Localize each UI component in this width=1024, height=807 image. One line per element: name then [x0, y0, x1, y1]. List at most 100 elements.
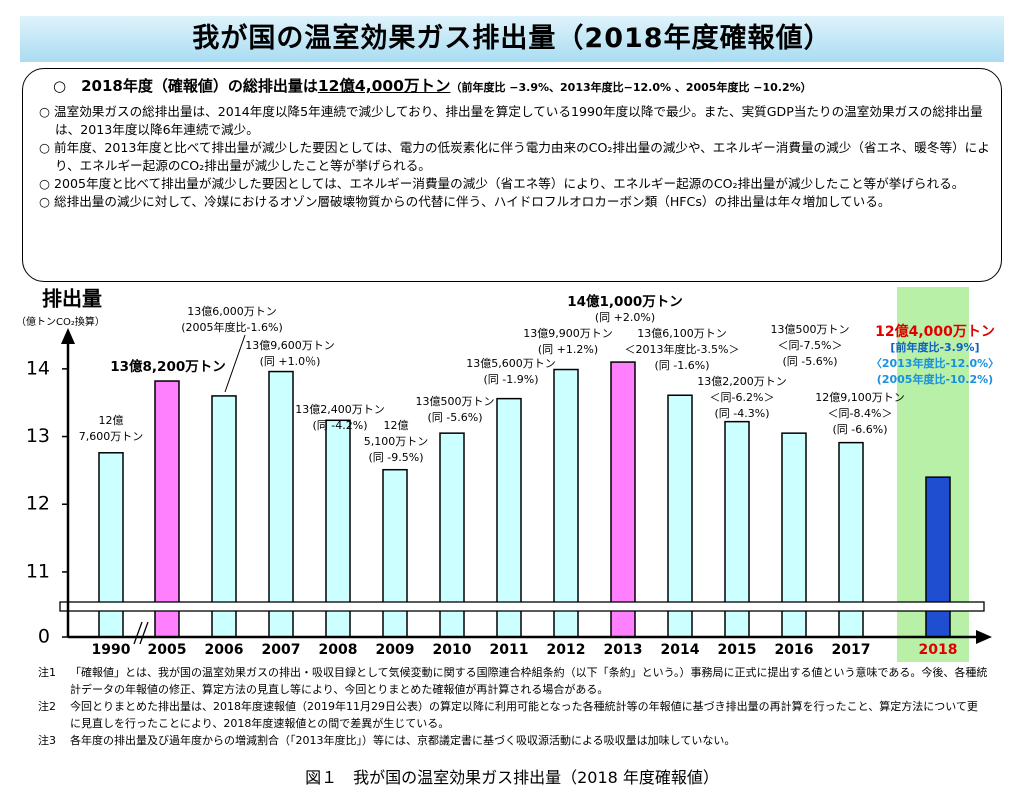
bullet: ○ 温室効果ガスの総排出量は、2014年度以降5年連続で減少しており、排出量を算…: [39, 104, 983, 137]
value-label: 12億4,000万トン: [875, 323, 995, 340]
x-tick-label: 1990: [92, 642, 131, 658]
headline-amount: 12億4,000万トン: [317, 77, 451, 95]
headline-note: （前年度比 −3.9%、2013年度比−12.0% 、2005年度比 −10.2…: [450, 81, 812, 94]
x-tick-label: 2010: [433, 642, 472, 658]
y-tick-label: 14: [26, 357, 50, 379]
note-label: 注1: [38, 666, 56, 679]
bar: [211, 395, 237, 638]
bar: [382, 468, 408, 638]
value-label: ＜同-8.4%＞: [828, 407, 893, 420]
notes: 注1 「確報値」とは、我が国の温室効果ガスの排出・吸収目録として気候変動に関する国…: [38, 664, 988, 749]
note-text: 各年度の排出量及び過年度からの増減割合（「2013年度比」）等には、京都議定書に…: [70, 734, 736, 747]
value-label: [前年度比-3.9%]: [890, 340, 979, 354]
bullet: ○ 総排出量の減少に対して、冷媒におけるオゾン層破壊物質からの代替に伴う、ハイド…: [39, 194, 891, 209]
bullet-text: 総排出量の減少に対して、冷媒におけるオゾン層破壊物質からの代替に伴う、ハイドロフ…: [54, 194, 891, 209]
value-label: (同 +1.0％): [260, 355, 321, 368]
note: 注2 今回とりまとめた排出量は、2018年度速報値（2019年11月29日公表）の…: [38, 698, 988, 732]
axis-break: [59, 601, 985, 612]
summary-box: ○ 2018年度（確報値）の総排出量は12億4,000万トン（前年度比 −3.9…: [22, 68, 1002, 282]
note: 注1 「確報値」とは、我が国の温室効果ガスの排出・吸収目録として気候変動に関する国…: [38, 664, 988, 698]
page-title: 我が国の温室効果ガス排出量（2018年度確報値）: [20, 16, 1004, 62]
value-label: 5,100万トン: [364, 435, 429, 448]
value-label: 13億9,600万トン: [245, 339, 335, 352]
y-axis-arrow: [61, 328, 75, 344]
value-label: ＜同-7.5%＞: [778, 339, 843, 352]
note-label: 注3: [38, 734, 56, 747]
y-tick-label: 0: [38, 626, 50, 648]
value-label: 13億500万トン: [416, 395, 495, 408]
bullet-text: 温室効果ガスの総排出量は、2014年度以降5年連続で減少しており、排出量を算定し…: [54, 104, 983, 137]
break-mark: [133, 621, 143, 645]
value-label: 13億8,200万トン: [110, 358, 226, 375]
value-label: 12億: [99, 414, 124, 427]
value-label: 7,600万トン: [79, 430, 144, 443]
x-tick-label: 2007: [262, 642, 301, 658]
axis-unit: （億トンCO₂換算）: [16, 315, 105, 328]
note-text: 「確報値」とは、我が国の温室効果ガスの排出・吸収目録として気候変動に関する国際連…: [70, 666, 988, 696]
x-tick-label: 2012: [547, 642, 586, 658]
x-tick-label: 2008: [319, 642, 358, 658]
value-label: (同 -6.6%): [833, 423, 888, 436]
value-label: 13億2,200万トン: [697, 375, 787, 388]
x-tick-label: 2014: [661, 642, 700, 658]
bullet: ○ 2005年度と比べて排出量が減少した要因としては、エネルギー消費量の減少（省…: [39, 176, 965, 191]
headline: ○ 2018年度（確報値）の総排出量は12億4,000万トン（前年度比 −3.9…: [53, 77, 812, 95]
bar: [553, 368, 579, 638]
value-label: 〈2013年度比-12.0%〉: [871, 356, 999, 370]
bar: [925, 476, 951, 638]
bullets: ○ 温室効果ガスの総排出量は、2014年度以降5年連続で減少しており、排出量を算…: [33, 103, 991, 211]
y-tick-label: 11: [26, 560, 50, 582]
value-label: (2005年度比-1.6%): [181, 320, 283, 334]
y-tick-label: 12: [26, 493, 50, 515]
value-label: ＜同-6.2%＞: [710, 391, 775, 404]
note-text: 今回とりまとめた排出量は、2018年度速報値（2019年11月29日公表）の算定…: [70, 700, 978, 730]
headline-text: 2018年度（確報値）の総排出量は: [81, 77, 318, 95]
x-tick-label: 2016: [775, 642, 814, 658]
y-tick-label: 13: [26, 425, 50, 447]
value-label: 13億500万トン: [771, 323, 850, 336]
value-label: (同 -5.6%): [783, 355, 838, 368]
value-label: (同 -4.3%): [715, 407, 770, 420]
bar: [496, 397, 522, 638]
note: 注3 各年度の排出量及び過年度からの増減割合（「2013年度比」）等には、京都議定…: [38, 732, 988, 749]
bar: [325, 419, 351, 638]
axis-title: 排出量: [42, 287, 102, 311]
value-label: 14億1,000万トン: [567, 293, 683, 310]
bar: [154, 380, 180, 638]
value-label: (同 -9.5%): [369, 451, 424, 464]
value-label: 12億: [384, 419, 409, 432]
value-label: (2005年度比-10.2%): [877, 372, 993, 386]
break-mark: [139, 621, 149, 645]
x-tick-label: 2011: [490, 642, 529, 658]
value-label: (同 +1.2%): [538, 343, 598, 356]
bar: [724, 420, 750, 638]
x-tick-label: 2015: [718, 642, 757, 658]
bullet-text: 前年度、2013年度と比べて排出量が減少した要因としては、電力の低炭素化に伴う電…: [54, 140, 990, 173]
x-tick-label: 2013: [604, 642, 643, 658]
value-label: 13億6,000万トン: [187, 305, 277, 318]
x-tick-label: 2018: [919, 642, 958, 658]
value-label: (同 -5.6%): [428, 411, 483, 424]
value-label: (同 -1.6%): [655, 359, 710, 372]
x-axis-arrow: [976, 630, 992, 644]
x-tick-label: 2009: [376, 642, 415, 658]
value-label: ＜2013年度比-3.5%＞: [625, 342, 740, 356]
value-label: (同 +2.0%): [595, 311, 655, 324]
value-label: (同 -1.9%): [484, 373, 539, 386]
bar: [667, 394, 693, 638]
value-label: 13億9,900万トン: [523, 327, 613, 340]
value-label: 13億2,400万トン: [295, 403, 385, 416]
value-label: (同 -4.2%): [313, 419, 368, 432]
x-tick-label: 2017: [832, 642, 871, 658]
value-label: 12億9,100万トン: [815, 391, 905, 404]
bullet: ○ 前年度、2013年度と比べて排出量が減少した要因としては、電力の低炭素化に伴…: [39, 140, 990, 173]
bullet-text: 2005年度と比べて排出量が減少した要因としては、エネルギー消費量の減少（省エネ…: [54, 176, 965, 191]
leader-line: [224, 334, 246, 393]
value-label: 13億5,600万トン: [466, 357, 556, 370]
bar: [610, 361, 636, 638]
note-label: 注2: [38, 700, 56, 713]
value-label: 13億6,100万トン: [637, 327, 727, 340]
x-tick-label: 2006: [205, 642, 244, 658]
